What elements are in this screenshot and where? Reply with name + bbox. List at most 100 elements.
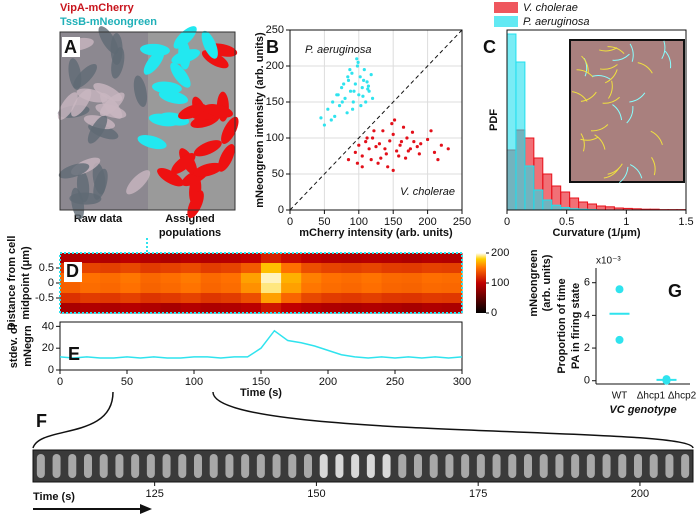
heat-cell: [60, 283, 81, 294]
inset-curve: [590, 124, 609, 132]
heat-cell: [120, 283, 141, 294]
heat-cell: [401, 263, 423, 274]
point: [335, 93, 339, 97]
heat-cell: [421, 273, 443, 284]
panel-letter: E: [68, 344, 80, 364]
frame-cell: [571, 454, 580, 478]
axes-frame: [289, 29, 463, 211]
bar: [506, 33, 517, 211]
bar: [596, 205, 606, 211]
point: [345, 111, 349, 115]
heat-cell: [160, 293, 182, 304]
inset-curve: [661, 40, 666, 59]
frame-cell: [52, 454, 61, 478]
legend-label: V. cholerae: [523, 2, 578, 14]
inset-curve: [651, 157, 656, 176]
heat-cell: [100, 293, 121, 304]
axis-label: VC genotype: [609, 404, 676, 416]
frame-cell: [68, 454, 77, 478]
y-tick-label: 20: [42, 342, 54, 354]
y-tick-label: 4: [584, 309, 590, 321]
x-tick-label: 250: [386, 376, 404, 388]
point: [346, 75, 350, 79]
point: [388, 139, 392, 143]
x-tick-label: Δhcp1 Δhcp2: [637, 391, 697, 402]
point: [376, 161, 380, 165]
heat-cell: [220, 253, 242, 264]
heat-cell: [140, 253, 161, 264]
colorbar: [476, 253, 486, 313]
frame-cell: [539, 454, 548, 478]
heat-cell: [220, 303, 242, 314]
point: [342, 82, 346, 86]
heat-cell: [140, 273, 161, 284]
heat-cell: [100, 273, 121, 284]
inset-curve: [592, 74, 611, 80]
panel-letter: D: [66, 261, 79, 281]
frame-cell: [335, 454, 344, 478]
panel-letter: C: [483, 37, 496, 57]
frame-cell: [131, 454, 140, 478]
heat-cell: [200, 283, 222, 294]
x-tick-label: 200: [418, 216, 436, 228]
heat-cell: [441, 303, 463, 314]
point: [405, 136, 409, 140]
heat-cell: [361, 293, 383, 304]
heat-cell: [341, 293, 362, 304]
x-tick-label: 250: [453, 216, 471, 228]
frame-cell: [256, 454, 265, 478]
legend-swatch: [494, 2, 518, 13]
point: [357, 93, 361, 97]
heat-cell: [240, 273, 262, 284]
axes-frame: [59, 321, 463, 371]
axis-label: mCherry intensity (arb. units): [299, 227, 453, 239]
cell: [178, 103, 207, 120]
heat-cell: [261, 303, 282, 314]
cell: [170, 62, 191, 88]
heat-cell: [140, 303, 161, 314]
panel-letter: G: [668, 281, 682, 301]
cell: [158, 90, 189, 104]
bar: [524, 165, 535, 211]
point: [362, 68, 366, 72]
cell: [133, 75, 148, 107]
frame-cell: [366, 454, 375, 478]
point: [360, 165, 364, 169]
frame-cell: [398, 454, 407, 478]
point: [351, 107, 355, 111]
heat-cell: [341, 283, 362, 294]
frame-cell: [225, 454, 234, 478]
caption: Raw data: [74, 213, 123, 225]
point: [374, 145, 378, 149]
x-tick-label: 50: [318, 216, 330, 228]
frame-cell: [586, 454, 595, 478]
point: [340, 100, 344, 104]
reference-line: [289, 29, 463, 211]
point: [419, 142, 423, 146]
frame-cell: [209, 454, 218, 478]
heat-cell: [261, 253, 282, 264]
point: [615, 285, 624, 294]
heat-cell: [220, 273, 242, 284]
axis-label: mNeongreen: [528, 249, 540, 317]
heat-cell: [160, 263, 182, 274]
x-tick-label: 150: [252, 376, 270, 388]
inset-curve: [603, 167, 620, 179]
point: [364, 100, 368, 104]
heat-cell: [441, 283, 463, 294]
y-tick-label: 100: [266, 132, 284, 144]
point: [369, 73, 373, 77]
heat-cell: [160, 273, 182, 284]
cell: [58, 163, 90, 179]
bracket: [32, 391, 114, 449]
point: [392, 118, 397, 122]
x-tick-label: 100: [185, 376, 203, 388]
point: [340, 86, 344, 90]
heat-cell: [421, 283, 443, 294]
y-tick-label: 40: [42, 320, 54, 332]
inset-curve: [637, 62, 653, 74]
heat-cell: [421, 293, 443, 304]
heat-cell: [321, 283, 342, 294]
heat-cell: [361, 303, 383, 314]
